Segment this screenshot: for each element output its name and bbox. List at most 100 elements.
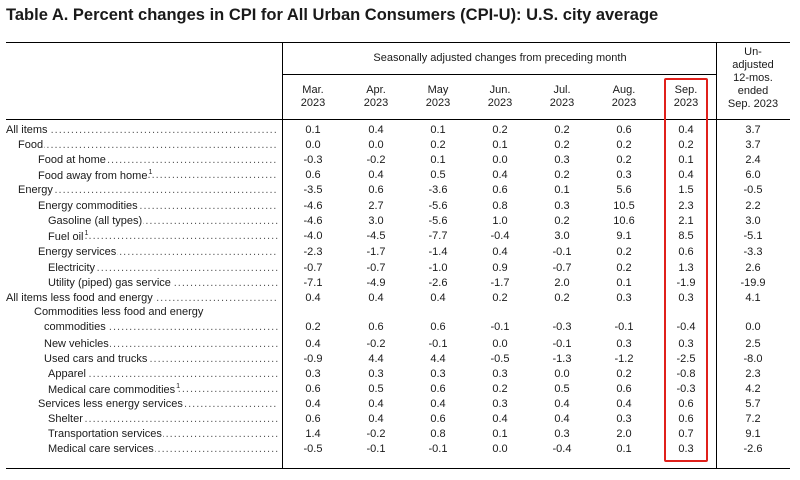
- value-cell: 0.1: [430, 124, 446, 136]
- column-header-month: May: [427, 84, 449, 96]
- value-cell: 0.3: [616, 413, 632, 425]
- value-cell: -4.9: [366, 277, 386, 289]
- value-cell: 0.1: [492, 428, 508, 440]
- value-cell: 0.0: [368, 139, 384, 151]
- value-cell: -0.5: [490, 353, 510, 365]
- column-header-month: Jun.: [489, 84, 511, 96]
- value-cell: 0.2: [616, 246, 632, 258]
- row-label: ........................................…: [44, 338, 278, 350]
- row-label: ........................................…: [48, 277, 278, 289]
- column-header-year: 2023: [549, 97, 575, 109]
- value-cell: 0.6: [430, 413, 446, 425]
- value-cell: 0.4: [492, 413, 508, 425]
- value-cell: -4.6: [303, 200, 323, 212]
- value-cell: 0.5: [368, 383, 384, 395]
- unadjusted-value-cell: 9.1: [745, 428, 761, 440]
- value-cell: 0.4: [554, 413, 570, 425]
- value-cell: 0.3: [554, 200, 570, 212]
- divider-label-column: [282, 42, 283, 468]
- value-cell: -1.2: [614, 353, 634, 365]
- value-cell: 0.5: [554, 383, 570, 395]
- value-cell: 0.1: [554, 184, 570, 196]
- value-cell: 0.2: [616, 139, 632, 151]
- value-cell: -0.3: [676, 383, 696, 395]
- value-cell: -2.3: [303, 246, 323, 258]
- row-label: ........................................…: [18, 184, 278, 196]
- footnote-marker: 1: [176, 383, 182, 390]
- row-label: ........................................…: [38, 246, 278, 258]
- unadjusted-value-cell: 4.1: [745, 292, 761, 304]
- value-cell: 0.6: [492, 184, 508, 196]
- divider-column-header: [6, 119, 790, 120]
- value-cell: 0.1: [305, 124, 321, 136]
- value-cell: -0.7: [366, 262, 386, 274]
- value-cell: 0.6: [678, 246, 694, 258]
- column-header-year: 2023: [487, 97, 513, 109]
- value-cell: 0.4: [430, 292, 446, 304]
- row-label: ........................................…: [38, 200, 278, 212]
- value-cell: -0.2: [366, 154, 386, 166]
- value-cell: 10.6: [613, 215, 635, 227]
- value-cell: 0.4: [492, 246, 508, 258]
- value-cell: 0.2: [554, 292, 570, 304]
- value-cell: -7.7: [428, 230, 448, 242]
- value-cell: -0.3: [552, 321, 572, 333]
- value-cell: -1.0: [428, 262, 448, 274]
- column-header-year: 2023: [673, 97, 699, 109]
- value-cell: 0.4: [492, 169, 508, 181]
- unadjusted-value-cell: -8.0: [743, 353, 763, 365]
- row-label: ........................................…: [18, 139, 278, 151]
- unadjusted-header-line: Sep. 2023: [727, 98, 779, 110]
- value-cell: 0.2: [616, 368, 632, 380]
- value-cell: -0.3: [303, 154, 323, 166]
- column-header: Jul. 2023: [534, 84, 590, 110]
- value-cell: 0.6: [616, 383, 632, 395]
- value-cell: 0.6: [678, 413, 694, 425]
- row-label-text: Food at home: [38, 154, 107, 166]
- row-label: ........................................…: [48, 262, 278, 274]
- value-cell: -0.5: [303, 443, 323, 455]
- unadjusted-value-cell: 3.7: [745, 124, 761, 136]
- value-cell: -1.7: [366, 246, 386, 258]
- value-cell: 0.3: [616, 169, 632, 181]
- row-label-text: Fuel oil: [48, 230, 85, 243]
- value-cell: -0.1: [428, 338, 448, 350]
- value-cell: 0.0: [305, 139, 321, 151]
- value-cell: 0.3: [616, 338, 632, 350]
- row-label-text: Services less energy services: [38, 398, 184, 410]
- row-label-text: Apparel: [48, 368, 87, 380]
- row-label-text: Used cars and trucks: [44, 353, 149, 365]
- value-cell: 1.4: [305, 428, 321, 440]
- row-label-text: All items: [6, 124, 49, 136]
- value-cell: -5.6: [428, 200, 448, 212]
- column-header-month: Mar.: [302, 84, 324, 96]
- column-header: Aug. 2023: [596, 84, 652, 110]
- value-cell: -1.7: [490, 277, 510, 289]
- unadjusted-value-cell: 2.4: [745, 154, 761, 166]
- value-cell: 2.0: [554, 277, 570, 289]
- unadjusted-value-cell: 2.6: [745, 262, 761, 274]
- value-cell: 0.2: [492, 383, 508, 395]
- column-header-year: 2023: [425, 97, 451, 109]
- row-label: ........................................…: [48, 413, 278, 425]
- value-cell: 1.5: [678, 184, 694, 196]
- footnote-marker: 1: [148, 169, 154, 176]
- column-header-month: Sep.: [674, 84, 698, 96]
- value-cell: 0.3: [678, 338, 694, 350]
- column-header-year: 2023: [300, 97, 326, 109]
- unadjusted-header-line: ended: [737, 85, 769, 97]
- row-label: ........................................…: [6, 292, 278, 304]
- value-cell: 0.2: [554, 215, 570, 227]
- value-cell: 0.3: [554, 428, 570, 440]
- value-cell: 2.7: [368, 200, 384, 212]
- row-label-text: Energy services: [38, 246, 118, 258]
- leader-dots: ........................................…: [18, 184, 278, 196]
- row-label: ........................................…: [48, 443, 278, 455]
- value-cell: 4.4: [430, 353, 446, 365]
- value-cell: -0.9: [303, 353, 323, 365]
- row-label-text: Medical care services: [48, 443, 155, 455]
- unadjusted-value-cell: -3.3: [743, 246, 763, 258]
- value-cell: 4.4: [368, 353, 384, 365]
- value-cell: 0.2: [305, 321, 321, 333]
- column-header-month: Jul.: [553, 84, 571, 96]
